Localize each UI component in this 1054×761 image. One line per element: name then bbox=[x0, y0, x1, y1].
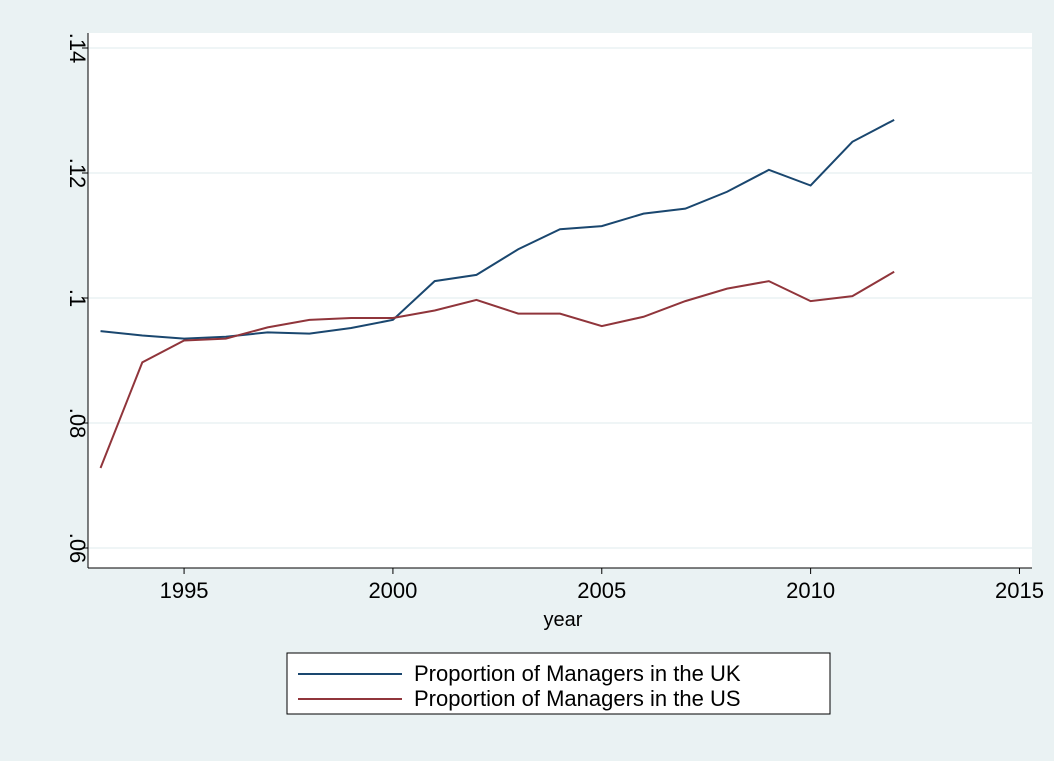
line bbox=[99, 270, 895, 469]
plot-area bbox=[88, 33, 1032, 568]
y-tick-label: .08 bbox=[65, 408, 90, 439]
legend-label: Proportion of Managers in the US bbox=[414, 686, 741, 711]
y-tick-label: .1 bbox=[65, 289, 90, 307]
legend-label: Proportion of Managers in the UK bbox=[414, 661, 741, 686]
x-tick-label: 2010 bbox=[786, 578, 835, 603]
y-tick-label: .06 bbox=[65, 533, 90, 564]
x-tick-label: 2015 bbox=[995, 578, 1044, 603]
y-tick-label: .12 bbox=[65, 158, 90, 189]
x-tick-label: 2005 bbox=[577, 578, 626, 603]
legend bbox=[286, 652, 831, 715]
x-axis-title: year bbox=[544, 609, 583, 631]
y-tick-label: .14 bbox=[65, 33, 90, 64]
x-tick-label: 1995 bbox=[160, 578, 209, 603]
x-tick-label: 2000 bbox=[368, 578, 417, 603]
